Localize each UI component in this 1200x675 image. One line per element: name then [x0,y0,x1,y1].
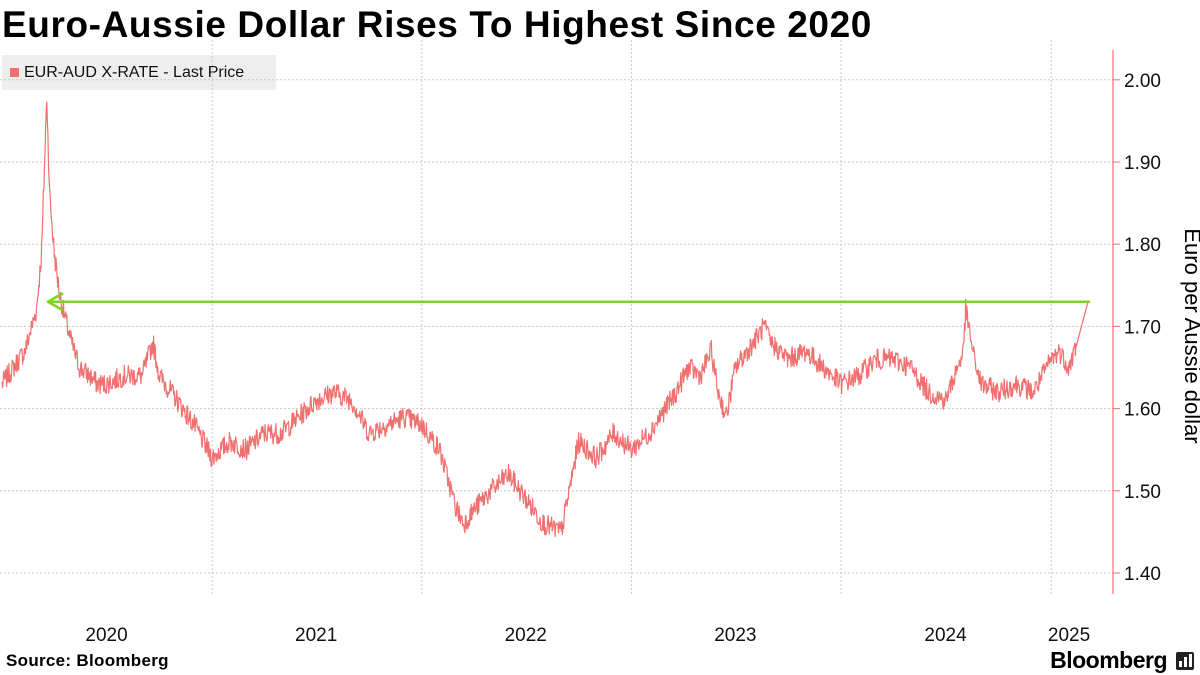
legend: EUR-AUD X-RATE - Last Price [2,55,276,90]
bloomberg-bars-icon [1176,652,1194,670]
y-axis: 1.40 1.50 1.60 1.70 1.80 1.90 2.00 [1112,50,1161,594]
y-tick-label: 1.40 [1124,564,1161,585]
annotation-layer [46,292,1090,311]
y-tick-label: 1.70 [1124,317,1161,338]
x-tick-label: 2022 [505,625,547,646]
legend-swatch [10,68,19,77]
series-line-eur-aud [1,101,1089,538]
annotation-arrow-head [46,292,64,311]
y-tick-label: 2.00 [1124,71,1161,92]
bloomberg-logo: Bloomberg [1050,647,1167,673]
x-tick-label: 2023 [714,625,756,646]
series-layer [1,101,1089,538]
chart-title: Euro-Aussie Dollar Rises To Highest Sinc… [2,4,872,45]
y-tick-label: 1.50 [1124,482,1161,503]
x-tick-label: 2025 [1048,625,1090,646]
gridlines [0,79,1113,574]
x-tick-label: 2024 [924,625,967,646]
y-tick-label: 1.60 [1124,400,1161,421]
x-tick-label: 2021 [295,625,337,646]
x-axis: 2020 2021 2022 2023 2024 2025 [85,625,1090,646]
x-tick-label: 2020 [85,625,127,646]
x-gridlines [211,40,1052,594]
source-note: Source: Bloomberg [6,651,169,670]
y-tick-label: 1.90 [1124,153,1161,174]
y-axis-label: Euro per Aussie dollar [1180,228,1200,444]
y-tick-label: 1.80 [1124,235,1161,256]
legend-label: EUR-AUD X-RATE - Last Price [24,63,245,81]
